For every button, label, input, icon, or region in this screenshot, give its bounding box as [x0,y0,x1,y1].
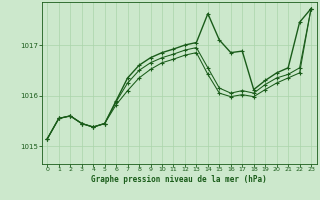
X-axis label: Graphe pression niveau de la mer (hPa): Graphe pression niveau de la mer (hPa) [91,175,267,184]
